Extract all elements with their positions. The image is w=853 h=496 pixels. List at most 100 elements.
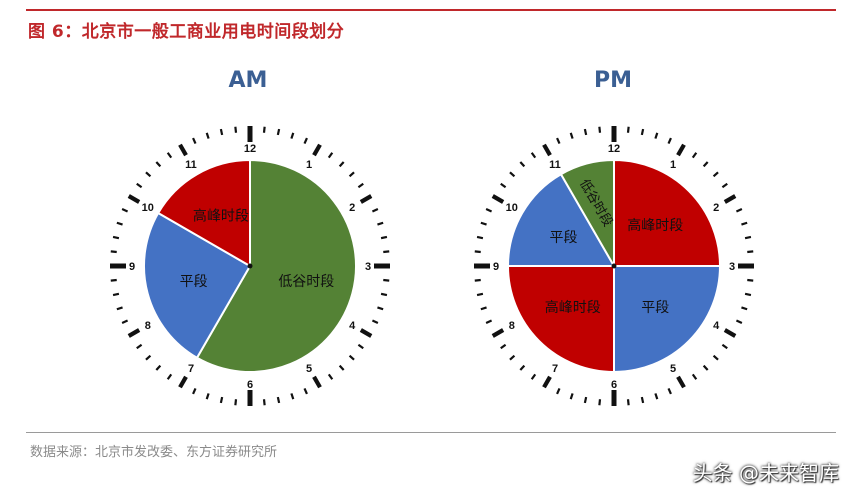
hour-tick [542,143,552,157]
segment-label: 高峰时段 [627,217,683,234]
minute-tick [721,343,728,350]
minute-tick [110,250,117,254]
minute-tick [136,343,143,350]
hour-number: 11 [549,159,561,171]
minute-tick [530,373,537,380]
minute-tick [741,306,748,311]
segment-label: 平段 [550,230,578,246]
hour-number: 6 [247,379,253,391]
hour-number: 3 [365,261,371,273]
minute-tick [276,396,281,404]
minute-tick [626,399,630,406]
minute-tick [303,137,308,145]
minute-tick [155,161,162,168]
minute-tick [744,292,752,297]
hour-number: 1 [306,159,312,171]
minute-tick [357,343,364,350]
minute-tick [377,221,384,226]
hour-number: 12 [608,143,620,155]
minute-tick [519,161,526,168]
minute-tick [500,182,507,189]
minute-tick [327,152,334,159]
minute-tick [192,387,197,395]
bottom-rule [26,432,836,433]
segment-label: 平段 [641,300,669,316]
minute-tick [583,128,588,136]
minute-tick [667,137,672,145]
minute-tick [380,235,388,240]
clock-center [247,263,253,269]
minute-tick [145,354,152,361]
minute-tick [192,137,197,145]
minute-tick [262,126,266,133]
hour-number: 1 [670,159,676,171]
minute-tick [121,208,129,213]
minute-tick [145,171,152,178]
minute-tick [234,126,238,133]
hour-tick [676,143,686,157]
hour-number: 7 [188,363,194,375]
minute-tick [583,396,588,404]
hour-number: 5 [306,363,312,375]
hour-tick [723,328,737,338]
minute-tick [569,393,574,400]
minute-tick [155,364,162,371]
minute-tick [741,221,748,226]
minute-tick [121,319,129,324]
minute-tick [598,126,602,133]
minute-tick [509,354,516,361]
hour-number: 5 [670,363,676,375]
minute-tick [276,128,281,136]
time-segment [506,265,615,374]
minute-tick [712,354,719,361]
minute-tick [640,128,645,136]
minute-tick [712,171,719,178]
hour-number: 6 [611,379,617,391]
hour-tick [491,328,505,338]
watermark: 头条 @未来智库 [692,461,839,485]
hour-tick [491,194,505,204]
minute-tick [116,221,123,226]
minute-tick [383,250,390,254]
hour-number: 2 [349,202,355,214]
minute-tick [205,132,210,139]
minute-tick [166,152,173,159]
minute-tick [338,161,345,168]
minute-tick [219,396,224,404]
minute-tick [747,250,754,254]
hour-tick [676,375,686,389]
minute-tick [569,132,574,139]
minute-tick [640,396,645,404]
top-rule [26,9,836,11]
pm-label: PM [593,68,633,93]
minute-tick [735,208,743,213]
hour-number: 9 [129,261,135,273]
minute-tick [290,393,295,400]
minute-tick [598,399,602,406]
minute-tick [485,208,493,213]
minute-tick [735,319,743,324]
minute-tick [476,292,484,297]
hour-number: 10 [506,202,518,214]
hour-tick [127,328,141,338]
minute-tick [626,126,630,133]
minute-tick [377,306,384,311]
minute-tick [667,387,672,395]
minute-tick [234,399,238,406]
source-note: 数据来源：北京市发改委、东方证券研究所 [30,445,278,460]
minute-tick [474,278,481,282]
minute-tick [380,292,388,297]
minute-tick [110,278,117,282]
hour-tick [723,194,737,204]
hour-number: 12 [244,143,256,155]
minute-tick [303,387,308,395]
hour-tick [359,194,373,204]
minute-tick [480,306,487,311]
minute-tick [112,292,120,297]
segment-label: 平段 [180,274,208,290]
figure-title: 图 6：北京市一般工商业用电时间段划分 [28,22,345,42]
time-segment [506,172,616,267]
minute-tick [338,364,345,371]
hour-tick [178,143,188,157]
